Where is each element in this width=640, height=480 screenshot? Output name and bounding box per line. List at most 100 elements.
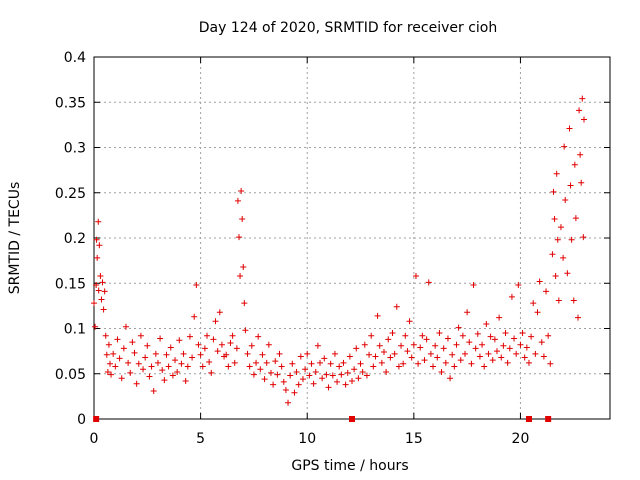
data-point [540, 353, 547, 360]
data-point [108, 371, 115, 378]
data-point [370, 363, 377, 370]
data-point [468, 360, 475, 367]
data-point [127, 369, 134, 376]
x-tick-label: 5 [196, 431, 205, 447]
data-point [169, 372, 176, 379]
data-point [372, 353, 379, 360]
data-point [421, 357, 428, 364]
data-point [157, 335, 164, 342]
data-point [97, 273, 104, 280]
axis-marker [545, 416, 552, 422]
data-point [95, 218, 102, 225]
data-point [338, 371, 345, 378]
data-point [575, 314, 582, 321]
data-point [250, 371, 257, 378]
data-point [402, 332, 409, 339]
data-point [201, 345, 208, 352]
data-point [336, 363, 343, 370]
data-point [327, 360, 334, 367]
data-point [257, 366, 264, 373]
data-point [163, 351, 170, 358]
data-point [534, 309, 541, 316]
x-tick-label: 0 [90, 431, 99, 447]
axis-ticks: 0 5 10 15 20 0 0.05 0.1 0.15 0.2 0.25 0.3 0.35 0.4 [55, 50, 610, 447]
data-point [180, 350, 187, 357]
data-point [178, 360, 185, 367]
data-point [580, 234, 587, 241]
data-point [398, 342, 405, 349]
data-point [567, 182, 574, 189]
data-point [302, 366, 309, 373]
data-point [551, 215, 558, 222]
data-point [472, 345, 479, 352]
data-point [554, 236, 561, 243]
data-point [135, 360, 142, 367]
data-point [383, 368, 390, 375]
data-point [148, 363, 155, 370]
data-point [427, 350, 434, 357]
data-point [545, 332, 552, 339]
data-point [291, 389, 298, 396]
data-point [184, 363, 191, 370]
data-point [515, 282, 522, 289]
data-point [240, 263, 247, 270]
data-point [560, 254, 567, 261]
x-tick-label: 15 [405, 431, 423, 447]
data-point [366, 351, 373, 358]
data-point [523, 344, 530, 351]
data-point [93, 282, 100, 289]
data-point [385, 336, 392, 343]
data-point [218, 341, 225, 348]
data-point [140, 366, 147, 373]
data-point [95, 287, 102, 294]
data-point [380, 349, 387, 356]
data-point [466, 339, 473, 346]
data-point [376, 342, 383, 349]
grid [94, 57, 610, 419]
data-point [206, 358, 213, 365]
data-point [449, 351, 456, 358]
data-point [430, 363, 437, 370]
data-point [242, 327, 249, 334]
data-point [329, 372, 336, 379]
data-point [104, 368, 111, 375]
data-point [231, 359, 238, 366]
y-tick-label: 0.4 [64, 50, 86, 66]
data-point [159, 367, 166, 374]
data-point [476, 353, 483, 360]
data-point [538, 339, 545, 346]
data-point [154, 359, 161, 366]
axis-markers [93, 416, 552, 422]
data-point [199, 363, 206, 370]
data-point [363, 372, 370, 379]
data-point [536, 278, 543, 285]
data-point [144, 342, 151, 349]
data-point [304, 350, 311, 357]
data-point [351, 366, 358, 373]
data-point [404, 348, 411, 355]
axis-marker [525, 416, 532, 422]
data-point [342, 381, 349, 388]
data-point [550, 188, 557, 195]
data-point [528, 333, 535, 340]
data-point [479, 341, 486, 348]
data-point [216, 309, 223, 316]
data-point [295, 381, 302, 388]
data-point [378, 359, 385, 366]
data-point [580, 116, 587, 123]
data-point [182, 377, 189, 384]
data-point [314, 342, 321, 349]
x-axis-label: GPS time / hours [291, 458, 408, 474]
data-point [227, 339, 234, 346]
data-point [493, 348, 500, 355]
y-axis-label: SRMTID / TECUs [7, 182, 23, 295]
data-point [425, 279, 432, 286]
data-point [361, 341, 368, 348]
data-point [447, 375, 454, 382]
data-point [174, 368, 181, 375]
data-point [500, 342, 507, 349]
data-point [261, 376, 268, 383]
data-point [285, 399, 292, 406]
data-point [436, 330, 443, 337]
data-point [105, 341, 112, 348]
